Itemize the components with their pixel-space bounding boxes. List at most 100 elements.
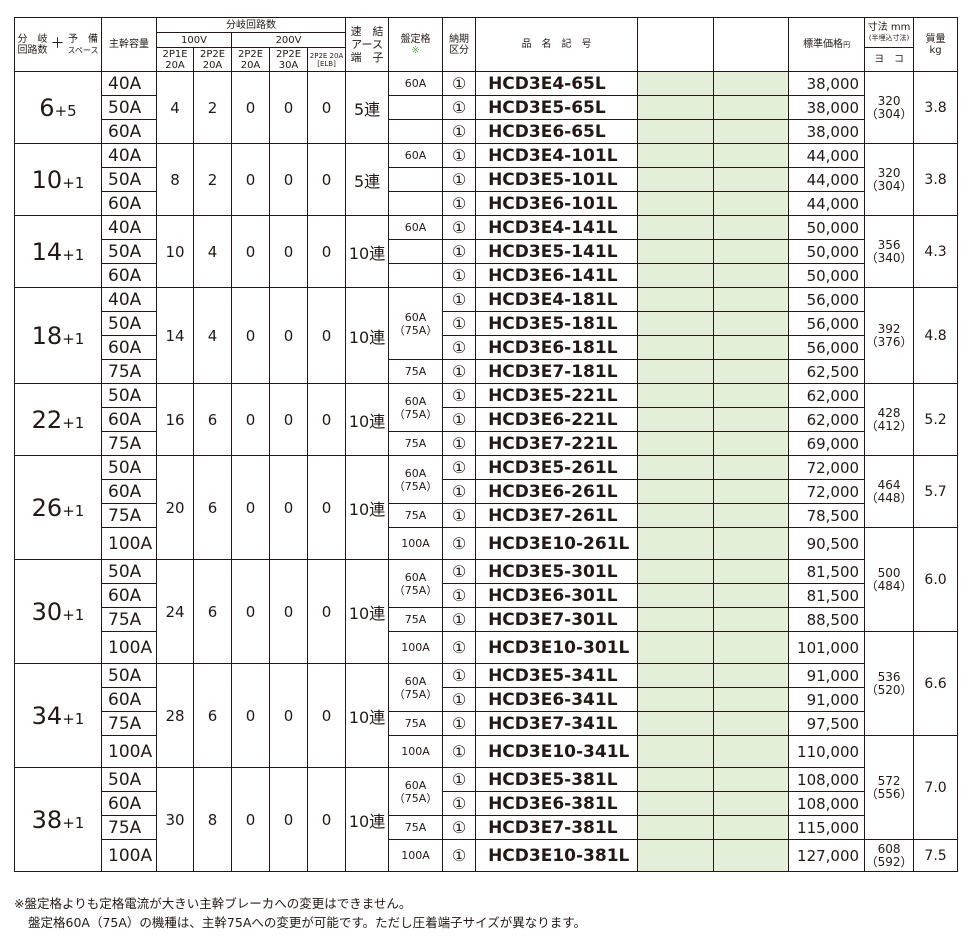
spare-number: +1: [62, 501, 85, 520]
weight: 4.3: [913, 215, 959, 288]
circuit-count: 6: [193, 559, 232, 664]
branch-number: 10: [31, 165, 63, 194]
rating-value: 100A: [401, 537, 430, 550]
standard-price: 91,000: [788, 663, 866, 688]
table-row: 75A 75A ① HCD3E7-301L 88,500: [15, 607, 958, 632]
table-row: 60A ① HCD3E6-101L 44,000: [15, 191, 958, 216]
dimension-width: 536: [877, 669, 901, 684]
circuit-count: 0: [306, 287, 347, 384]
standard-price: 69,000: [788, 431, 866, 456]
standard-price: 127,000: [788, 839, 866, 872]
delivery-class: ①: [442, 383, 477, 408]
blank-cell-1: [637, 503, 715, 528]
rating-value: 75A: [404, 509, 427, 522]
branch-number: 34: [31, 701, 63, 730]
main-capacity: 50A: [101, 383, 157, 408]
circuit-count: 0: [231, 143, 270, 216]
branch-number: 30: [31, 597, 63, 626]
blank-cell-2: [713, 71, 790, 96]
standard-price: 101,000: [788, 631, 866, 664]
blank-cell-2: [713, 167, 790, 192]
table-row: 75A 75A ① HCD3E7-341L 97,500: [15, 711, 958, 736]
spare-number: +5: [54, 101, 77, 120]
rating-alt: （75A）: [393, 479, 438, 493]
table-row: 6+5 40A 4 2 0 0 0 5連 60A ① HCD3E4-65L 38,000 320 （304…: [14, 71, 959, 144]
label: 円: [843, 40, 851, 49]
panel-rating: 60A （75A）: [388, 455, 444, 504]
panel-rating: 100A: [388, 631, 444, 664]
circuit-count: 0: [306, 383, 347, 456]
model-number: HCD3E5-381L: [475, 767, 639, 792]
branch-count: 34+1: [14, 663, 102, 768]
table-row: 60A ① HCD3E6-341L 91,000: [15, 687, 958, 712]
label: 20A: [165, 59, 185, 71]
standard-price: 50,000: [788, 263, 866, 288]
model-number: HCD3E6-301L: [475, 583, 639, 608]
c3-header: 2P2E 20A: [231, 47, 270, 72]
branch-count: 22+1: [14, 383, 102, 456]
blank-cell-1: [637, 167, 715, 192]
branch-number: 18: [31, 321, 63, 350]
label: 盤定格: [400, 33, 431, 45]
standard-price: 38,000: [788, 119, 866, 144]
weight: 7.0: [913, 735, 959, 840]
panel-rating: 75A: [388, 503, 444, 528]
rating-value: 75A: [404, 437, 427, 450]
main-capacity: 60A: [101, 583, 157, 608]
main-capacity: 60A: [101, 119, 157, 144]
blank-cell-2: [713, 359, 790, 384]
blank-cell-1: [637, 839, 715, 872]
delivery-class: ①: [442, 143, 477, 168]
note: ※盤定格よりも定格電流が大きい主幹ブレーカへの変更はできません。: [14, 896, 412, 911]
circuit-count: 20: [156, 455, 194, 560]
main-capacity: 40A: [101, 71, 157, 96]
delivery-class: ①: [442, 711, 477, 736]
main-capacity: 75A: [101, 359, 157, 384]
panel-rating: [388, 263, 444, 288]
blank-cell-1: [637, 815, 715, 840]
standard-price: 115,000: [788, 815, 866, 840]
blank-cell-2: [713, 711, 790, 736]
table-row: 60A ① HCD3E6-261L 72,000: [15, 479, 958, 504]
weight: 5.7: [913, 455, 959, 528]
panel-rating: 60A （75A）: [388, 559, 444, 608]
main-capacity: 50A: [101, 455, 157, 480]
standard-price: 50,000: [788, 239, 866, 264]
blank-cell-1: [637, 559, 715, 584]
main-capacity: 60A: [101, 335, 157, 360]
blank-cell-1: [637, 359, 715, 384]
table-row: 60A ① HCD3E6-301L 81,500: [15, 583, 958, 608]
spare-number: +1: [62, 709, 85, 728]
earth-terminal: 10連: [345, 287, 390, 384]
rating-alt: （75A）: [393, 323, 438, 337]
table-row: 60A ① HCD3E6-181L 56,000: [15, 335, 958, 360]
delivery-class: ①: [442, 239, 477, 264]
dimension: 356 （340）: [864, 215, 915, 288]
label: アース: [351, 38, 383, 51]
model-number: HCD3E6-181L: [475, 335, 639, 360]
rating-header: 盤定格 ※: [388, 17, 444, 72]
main-capacity: 75A: [101, 815, 157, 840]
circuit-count: 30: [156, 767, 194, 872]
label: ＋: [50, 36, 65, 52]
table-row: 100A 100A ① HCD3E10-261L 90,500 500 （484） 6.0: [15, 527, 959, 632]
panel-rating: 75A: [388, 359, 444, 384]
dimension: 500 （484）: [864, 527, 915, 632]
delivery-class: ①: [442, 167, 477, 192]
model-number: HCD3E6-101L: [475, 191, 639, 216]
blank-cell-1: [637, 407, 715, 432]
circuit-count: 0: [306, 559, 347, 664]
dimension-width: 572: [877, 773, 901, 788]
spare-number: +1: [62, 413, 85, 432]
model-number: HCD3E5-101L: [475, 167, 639, 192]
blank-cell-2: [713, 791, 790, 816]
main-capacity: 50A: [101, 167, 157, 192]
rating-value: 75A: [404, 821, 427, 834]
table-header: 分 岐回路数＋予 備スペース 主幹容量 分岐回路数 速 結アース端 子 盤定格 ※…: [14, 17, 959, 72]
circuit-count: 0: [306, 71, 347, 144]
branch-number: 22: [31, 405, 63, 434]
circuit-count: 0: [231, 455, 270, 560]
blank-cell-2: [713, 407, 790, 432]
rating-value: 60A: [404, 778, 427, 792]
rating-value: 60A: [404, 310, 427, 324]
